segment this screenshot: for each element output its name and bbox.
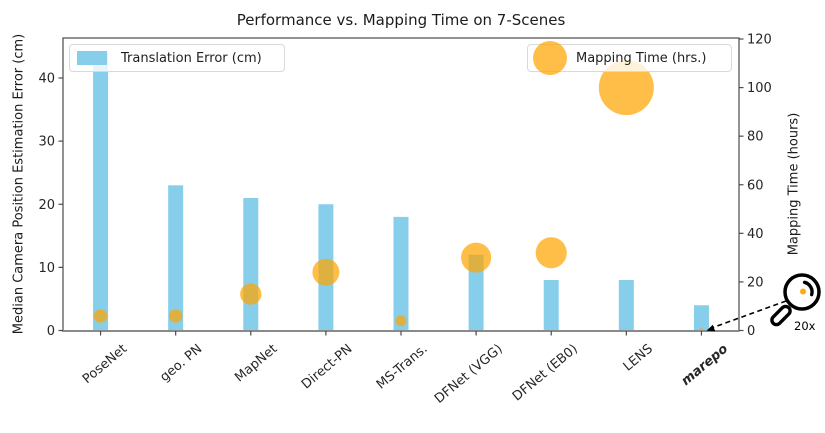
chart-title: Performance vs. Mapping Time on 7-Scenes [236,11,566,29]
left-tick-label: 40 [38,72,55,87]
x-tick-label-DFNet (EB0): DFNet (EB0) [510,342,581,405]
legend-mapping-time: Mapping Time (hrs.) [527,41,732,75]
right-tick-label: 100 [747,81,772,96]
bubble-MS-Trans. [395,315,407,327]
right-tick-label: 40 [747,227,764,242]
left-tick-label: 20 [38,198,55,213]
right-tick-label: 80 [747,130,764,145]
right-axis-label: Mapping Time (hours) [786,112,802,256]
magnifier-zoom-label: 20x [794,319,816,333]
left-tick-label: 10 [38,261,55,276]
x-tick-label-MapNet: MapNet [232,342,280,386]
x-tick-label-MS-Trans.: MS-Trans. [374,342,431,393]
x-tick-label-LENS: LENS [621,342,656,375]
right-tick-label: 120 [747,33,772,48]
bar-LENS [618,280,634,332]
bar-swatch-icon [77,51,107,65]
legend-translation-error-label: Translation Error (cm) [121,50,262,66]
magnifier-dot [800,288,806,295]
left-tick-label: 0 [47,324,55,339]
right-tick-label: 60 [747,178,764,193]
bubble-DFNet (EB0) [535,237,567,269]
magnifier-shine-arc [802,280,814,297]
legend-mapping-time-label: Mapping Time (hrs.) [576,50,707,66]
magnifier-handle [770,304,792,327]
left-axis-label: Median Camera Position Estimation Error … [11,33,27,335]
right-tick-label: 0 [747,324,755,339]
bubble-DFNet (VGG) [461,242,492,273]
x-tick-label-geo. PN: geo. PN [157,342,205,386]
bar-marepo [693,305,709,332]
callout-arrow-line [712,300,787,329]
bar-PoseNet [93,52,109,332]
x-tick-label-marepo: marepo [679,342,731,389]
bubble-geo. PN [168,309,183,323]
legend-translation-error: Translation Error (cm) [69,44,285,72]
bar-DFNet (EB0) [543,280,559,332]
bar-MapNet [243,197,259,332]
callout-arrowhead [706,324,716,332]
bar-geo. PN [168,185,184,332]
left-tick-label: 30 [38,135,55,150]
x-tick-label-PoseNet: PoseNet [80,342,130,388]
bubble-MapNet [240,283,262,305]
bubble-PoseNet [93,309,108,323]
x-tick-label-Direct-PN: Direct-PN [299,342,356,393]
bar-DFNet (VGG) [468,254,484,332]
right-tick-label: 20 [747,275,764,290]
bubble-LENS [598,60,654,116]
bubble-swatch-icon [533,41,567,75]
bar-MS-Trans. [393,216,409,332]
bubble-Direct-PN [312,258,340,286]
x-tick-label-DFNet (VGG): DFNet (VGG) [432,342,506,407]
